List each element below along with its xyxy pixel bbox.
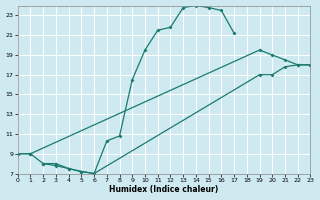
X-axis label: Humidex (Indice chaleur): Humidex (Indice chaleur) xyxy=(109,185,219,194)
